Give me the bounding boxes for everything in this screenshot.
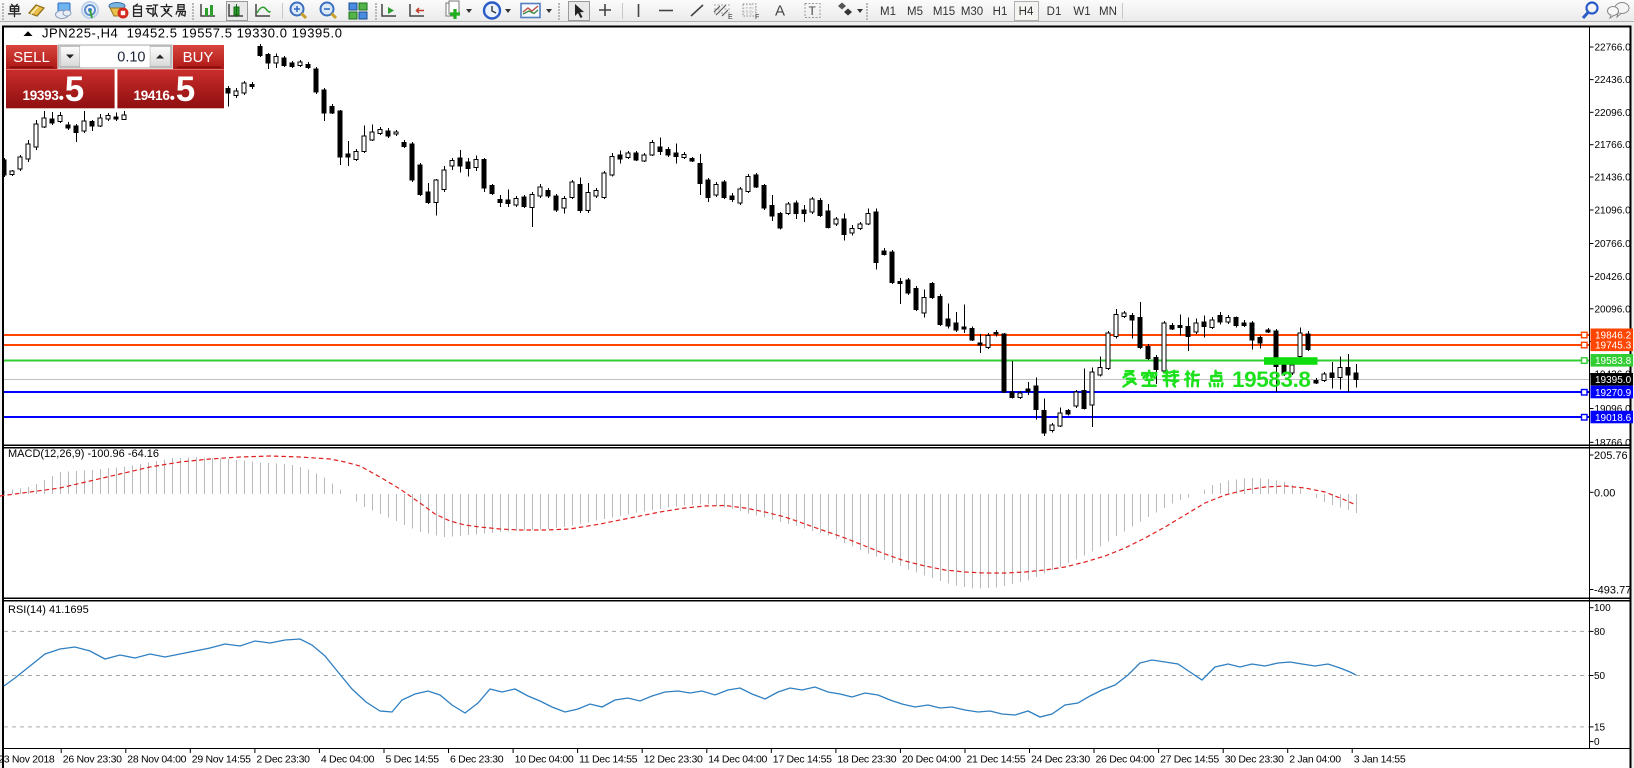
- svg-text:50: 50: [1594, 671, 1606, 682]
- svg-text:19846.2: 19846.2: [1595, 331, 1632, 342]
- svg-text:19270.9: 19270.9: [1595, 388, 1632, 399]
- svg-text:20426.0: 20426.0: [1595, 272, 1632, 283]
- svg-text:23 Nov 2018: 23 Nov 2018: [0, 754, 55, 766]
- svg-text:22436.0: 22436.0: [1595, 75, 1632, 86]
- svg-text:24 Dec 23:30: 24 Dec 23:30: [1031, 754, 1090, 766]
- svg-text:80: 80: [1594, 627, 1606, 638]
- svg-text:0: 0: [1594, 737, 1600, 748]
- svg-text:BUY: BUY: [183, 49, 214, 66]
- svg-text:22096.0: 22096.0: [1595, 108, 1632, 119]
- svg-text:RSI(14) 41.1695: RSI(14) 41.1695: [8, 604, 89, 616]
- svg-text:20096.0: 20096.0: [1595, 304, 1632, 315]
- svg-text:5: 5: [65, 70, 84, 109]
- svg-text:15: 15: [1594, 722, 1606, 733]
- svg-text:19416: 19416: [134, 88, 171, 103]
- svg-text:19395.0: 19395.0: [1595, 375, 1632, 386]
- svg-text:2 Jan 04:00: 2 Jan 04:00: [1289, 754, 1341, 766]
- svg-text:M5: M5: [907, 6, 923, 18]
- svg-text:19096.0: 19096.0: [1595, 404, 1632, 415]
- svg-text:5 Dec 14:55: 5 Dec 14:55: [386, 754, 440, 766]
- svg-text:22766.0: 22766.0: [1595, 43, 1632, 54]
- svg-text:E: E: [728, 14, 733, 21]
- svg-text:21096.0: 21096.0: [1595, 206, 1632, 217]
- svg-text:3 Jan 14:55: 3 Jan 14:55: [1354, 754, 1406, 766]
- svg-text:20766.0: 20766.0: [1595, 239, 1632, 250]
- svg-text:205.76: 205.76: [1594, 450, 1628, 462]
- svg-text:0.10: 0.10: [117, 50, 145, 66]
- svg-text:14 Dec 04:00: 14 Dec 04:00: [708, 754, 767, 766]
- svg-text:0.00: 0.00: [1594, 487, 1615, 499]
- svg-text:-493.77: -493.77: [1594, 585, 1631, 597]
- svg-text:H1: H1: [993, 6, 1008, 18]
- svg-text:M30: M30: [961, 6, 983, 18]
- svg-text:20 Dec 04:00: 20 Dec 04:00: [902, 754, 961, 766]
- svg-text:21 Dec 14:55: 21 Dec 14:55: [967, 754, 1026, 766]
- svg-text:MN: MN: [1099, 6, 1117, 18]
- svg-text:MACD(12,26,9) -100.96 -64.16: MACD(12,26,9) -100.96 -64.16: [8, 448, 159, 460]
- svg-text:19393: 19393: [23, 88, 60, 103]
- svg-text:10 Dec 04:00: 10 Dec 04:00: [515, 754, 574, 766]
- svg-text:18766.0: 18766.0: [1595, 438, 1632, 449]
- svg-text:19018.6: 19018.6: [1595, 413, 1632, 424]
- svg-text:4 Dec 04:00: 4 Dec 04:00: [321, 754, 375, 766]
- svg-text:11 Dec 14:55: 11 Dec 14:55: [579, 754, 638, 766]
- svg-text:26 Dec 04:00: 26 Dec 04:00: [1096, 754, 1155, 766]
- svg-text:21436.0: 21436.0: [1595, 173, 1632, 184]
- svg-text:2 Dec 23:30: 2 Dec 23:30: [256, 754, 310, 766]
- svg-text:T: T: [809, 4, 817, 18]
- svg-text:5: 5: [176, 70, 195, 109]
- svg-text:JPN225-,H4 19452.5 19557.5 19: JPN225-,H4 19452.5 19557.5 19330.0 19395…: [42, 26, 342, 41]
- svg-text:19583.8: 19583.8: [1232, 367, 1311, 392]
- svg-text:19745.3: 19745.3: [1595, 341, 1632, 352]
- svg-text:D1: D1: [1047, 6, 1062, 18]
- svg-text:19583.8: 19583.8: [1595, 356, 1632, 367]
- svg-text:SELL: SELL: [13, 49, 50, 66]
- svg-text:18 Dec 23:30: 18 Dec 23:30: [837, 754, 896, 766]
- svg-text:M1: M1: [880, 6, 896, 18]
- svg-text:30 Dec 23:30: 30 Dec 23:30: [1225, 754, 1284, 766]
- svg-text:M15: M15: [933, 6, 955, 18]
- svg-text:F: F: [755, 14, 759, 21]
- svg-text:21766.0: 21766.0: [1595, 140, 1632, 151]
- svg-text:27 Dec 14:55: 27 Dec 14:55: [1160, 754, 1219, 766]
- svg-text:A: A: [775, 3, 785, 20]
- svg-text:28 Nov 04:00: 28 Nov 04:00: [127, 754, 186, 766]
- svg-text:W1: W1: [1073, 6, 1090, 18]
- svg-text:26 Nov 23:30: 26 Nov 23:30: [63, 754, 122, 766]
- svg-text:6 Dec 23:30: 6 Dec 23:30: [450, 754, 504, 766]
- svg-text:17 Dec 14:55: 17 Dec 14:55: [773, 754, 832, 766]
- svg-text:12 Dec 23:30: 12 Dec 23:30: [644, 754, 703, 766]
- svg-text:H4: H4: [1019, 6, 1034, 18]
- svg-text:100: 100: [1594, 603, 1611, 614]
- svg-text:29 Nov 14:55: 29 Nov 14:55: [192, 754, 251, 766]
